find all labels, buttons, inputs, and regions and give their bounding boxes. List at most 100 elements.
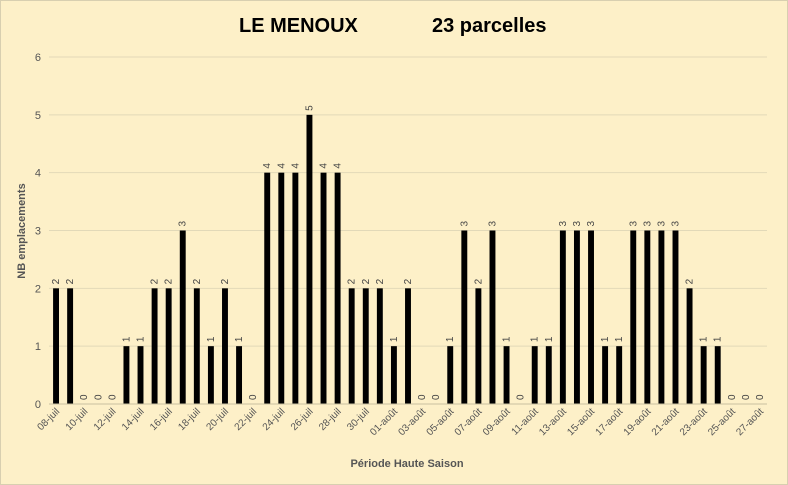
- data-label: 0: [417, 394, 428, 400]
- x-tick-label: 10-juil: [64, 406, 91, 433]
- bar: [264, 172, 271, 404]
- bar: [222, 288, 228, 404]
- bar: [573, 230, 580, 404]
- bar: [405, 288, 411, 404]
- bars: [53, 114, 721, 404]
- x-tick-label: 11-août: [510, 406, 541, 437]
- data-label: 2: [150, 278, 161, 284]
- y-tick-label: 0: [35, 399, 41, 411]
- data-label: 4: [262, 163, 273, 169]
- x-tick-label: 20-juil: [204, 406, 231, 433]
- x-axis-label: Période Haute Saison: [350, 458, 463, 470]
- data-label: 1: [136, 336, 147, 342]
- x-tick-label: 25-août: [706, 406, 738, 438]
- bar: [475, 288, 482, 404]
- x-tick-label: 19-août: [622, 406, 654, 438]
- data-label: 2: [164, 278, 175, 284]
- data-label: 1: [502, 336, 513, 342]
- x-tick-label: 05-août: [425, 406, 457, 438]
- data-label: 4: [290, 163, 301, 169]
- bar: [390, 346, 397, 404]
- data-label: 0: [248, 394, 259, 400]
- y-tick-label: 3: [35, 226, 41, 238]
- bar: [207, 346, 214, 404]
- bar: [53, 288, 59, 404]
- data-label: 0: [431, 394, 442, 400]
- data-label: 2: [403, 278, 414, 284]
- chart-subtitle: 23 parcelles: [432, 15, 547, 37]
- data-label: 2: [347, 278, 358, 284]
- bar: [489, 230, 496, 404]
- y-tick-label: 1: [35, 341, 41, 353]
- bar: [545, 346, 552, 404]
- bar: [67, 288, 74, 404]
- data-label: 3: [487, 221, 498, 227]
- x-tick-label: 21-août: [650, 406, 682, 438]
- data-label: 2: [51, 278, 62, 284]
- bar: [461, 230, 468, 404]
- bar: [602, 346, 609, 404]
- x-tick-label: 09-août: [481, 406, 513, 438]
- data-label: 0: [727, 394, 738, 400]
- x-tick-label: 23-août: [678, 406, 710, 438]
- chart-title: LE MENOUX: [239, 15, 358, 37]
- bar: [644, 230, 651, 404]
- data-label: 4: [319, 163, 330, 169]
- bar: [292, 172, 299, 404]
- x-tick-label: 26-juil: [289, 406, 316, 433]
- bar: [658, 230, 665, 404]
- data-label: 2: [65, 278, 76, 284]
- data-label: 0: [516, 394, 527, 400]
- x-tick-label: 12-juil: [92, 406, 119, 433]
- bar: [700, 346, 707, 404]
- data-label: 2: [361, 278, 372, 284]
- x-tick-label: 17-août: [594, 406, 626, 438]
- bar: [672, 230, 679, 404]
- data-label: 2: [220, 278, 231, 284]
- data-label: 2: [473, 278, 484, 284]
- bar: [123, 346, 130, 404]
- x-tick-label: 28-juil: [317, 406, 344, 433]
- bar: [616, 346, 623, 404]
- data-label: 2: [192, 278, 203, 284]
- bar: [236, 346, 243, 404]
- y-tick-label: 2: [35, 283, 41, 295]
- data-label: 1: [206, 336, 217, 342]
- data-label: 2: [375, 278, 386, 284]
- data-label: 3: [459, 221, 470, 227]
- data-label: 0: [107, 394, 118, 400]
- bar: [348, 288, 355, 404]
- y-tick-label: 5: [35, 110, 41, 122]
- x-tick-label: 07-août: [453, 406, 485, 438]
- data-label: 4: [333, 163, 344, 169]
- x-tick-label: 16-juil: [148, 406, 175, 433]
- bar: [137, 346, 144, 404]
- x-tick-label: 03-août: [396, 406, 428, 438]
- data-label: 0: [93, 394, 104, 400]
- x-tick-label: 30-juil: [345, 406, 372, 433]
- y-axis-label: NB emplacements: [16, 183, 28, 278]
- bar: [714, 346, 721, 404]
- bar: [362, 288, 369, 404]
- x-tick-label: 18-juil: [176, 406, 203, 433]
- data-label: 3: [586, 221, 597, 227]
- data-label: 0: [755, 394, 766, 400]
- x-axis: 08-juil 10-juil 12-juil 14-juil 16-juil 18-ju…: [36, 403, 767, 438]
- data-label: 1: [544, 336, 555, 342]
- bar: [376, 288, 383, 404]
- bar: [447, 346, 454, 404]
- x-tick-label: 13-août: [537, 406, 569, 438]
- x-tick-label: 01-août: [368, 406, 400, 438]
- data-label: 3: [558, 221, 569, 227]
- bar: [503, 346, 510, 404]
- bar: [179, 230, 186, 404]
- bar: [320, 172, 327, 404]
- y-tick-label: 6: [35, 52, 41, 64]
- x-tick-label: 15-août: [565, 406, 597, 438]
- data-label: 1: [600, 336, 611, 342]
- bar: [686, 288, 693, 404]
- data-label: 3: [628, 221, 639, 227]
